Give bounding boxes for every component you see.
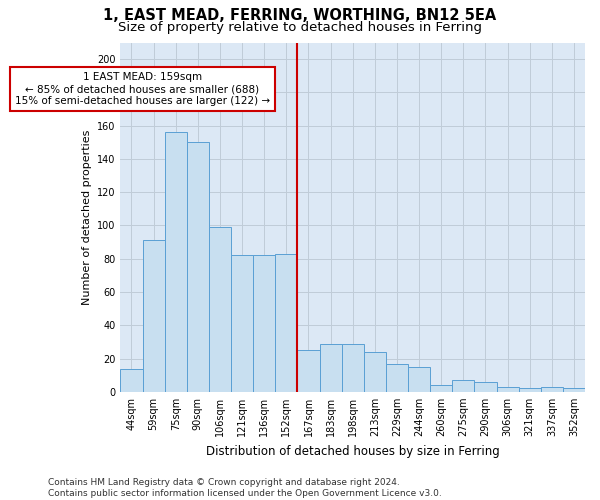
Bar [341, 344, 364, 392]
Bar [386, 364, 408, 392]
Bar [275, 254, 298, 392]
Bar [563, 388, 585, 392]
Text: Contains HM Land Registry data © Crown copyright and database right 2024.
Contai: Contains HM Land Registry data © Crown c… [48, 478, 442, 498]
Bar [497, 387, 518, 392]
Bar [143, 240, 164, 392]
Bar [408, 367, 430, 392]
Bar [231, 256, 253, 392]
X-axis label: Distribution of detached houses by size in Ferring: Distribution of detached houses by size … [206, 444, 500, 458]
Bar [518, 388, 541, 392]
Bar [187, 142, 209, 392]
Bar [475, 382, 497, 392]
Text: 1, EAST MEAD, FERRING, WORTHING, BN12 5EA: 1, EAST MEAD, FERRING, WORTHING, BN12 5E… [103, 8, 497, 22]
Bar [253, 256, 275, 392]
Bar [364, 352, 386, 392]
Bar [209, 227, 231, 392]
Bar [320, 344, 341, 392]
Bar [164, 132, 187, 392]
Bar [430, 385, 452, 392]
Bar [121, 368, 143, 392]
Text: Size of property relative to detached houses in Ferring: Size of property relative to detached ho… [118, 21, 482, 34]
Bar [452, 380, 475, 392]
Bar [541, 387, 563, 392]
Bar [298, 350, 320, 392]
Text: 1 EAST MEAD: 159sqm
← 85% of detached houses are smaller (688)
15% of semi-detac: 1 EAST MEAD: 159sqm ← 85% of detached ho… [15, 72, 270, 106]
Y-axis label: Number of detached properties: Number of detached properties [82, 130, 92, 305]
